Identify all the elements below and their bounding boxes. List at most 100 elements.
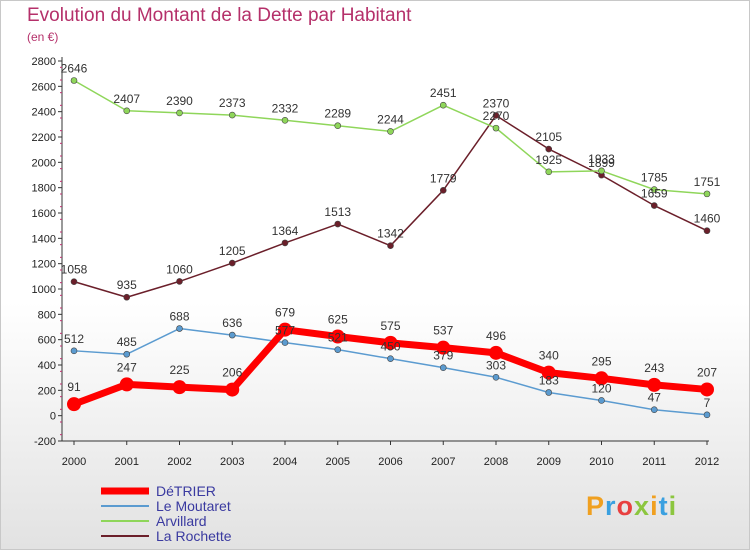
y-tick-label: 2000 — [32, 157, 56, 169]
data-point-detrier — [647, 377, 662, 392]
y-tick-label: 600 — [38, 335, 56, 347]
data-point-la-rochette — [70, 278, 78, 285]
y-tick-label: 200 — [38, 385, 56, 397]
data-point-detrier — [383, 335, 398, 350]
data-label-le-moutaret: 183 — [539, 373, 559, 387]
data-label-la-rochette: 1060 — [166, 262, 193, 276]
data-point-detrier — [436, 340, 451, 355]
y-tick-label: 1000 — [32, 284, 56, 296]
x-tick-label: 2003 — [220, 456, 244, 468]
data-label-arvillard: 2289 — [324, 107, 351, 121]
data-point-detrier — [67, 397, 81, 412]
data-label-arvillard: 2646 — [61, 62, 88, 76]
data-label-arvillard: 1751 — [694, 175, 721, 189]
axes: -200 0 200 400 600 800 1000 1200 1400 1600 1800 200… — [32, 56, 720, 468]
data-label-la-rochette: 2370 — [483, 96, 510, 110]
data-label-la-rochette: 1779 — [430, 171, 457, 185]
data-label-la-rochette: 1342 — [377, 227, 404, 241]
data-point-la-rochette — [703, 227, 711, 235]
data-point-le-moutaret — [598, 397, 605, 404]
data-point-la-rochette — [650, 202, 658, 209]
data-label-arvillard: 2270 — [483, 109, 510, 123]
data-label-le-moutaret: 450 — [380, 340, 400, 354]
data-point-la-rochette — [387, 242, 394, 249]
legend-label: DéTRIER — [156, 483, 216, 499]
x-tick-label: 2000 — [62, 456, 86, 468]
data-label-detrier: 625 — [328, 313, 348, 327]
data-point-arvillard — [650, 186, 658, 193]
x-tick-label: 2011 — [642, 456, 666, 468]
data-label-le-moutaret: 521 — [328, 331, 348, 345]
data-point-le-moutaret — [492, 373, 500, 381]
data-label-le-moutaret: 688 — [169, 310, 189, 324]
x-tick-label: 2002 — [167, 456, 191, 468]
logo-letter: i — [650, 491, 659, 521]
data-label-la-rochette: 1513 — [324, 205, 351, 219]
data-label-detrier: 206 — [222, 366, 242, 380]
data-point-la-rochette — [545, 145, 553, 153]
data-point-arvillard — [387, 128, 394, 135]
logo-letter: P — [586, 491, 606, 521]
data-label-detrier: 295 — [591, 354, 611, 368]
data-label-arvillard: 2373 — [219, 96, 246, 110]
logo-letter: o — [616, 491, 635, 521]
data-point-arvillard — [176, 109, 183, 117]
data-label-arvillard: 1933 — [588, 152, 615, 166]
data-label-le-moutaret: 636 — [222, 316, 242, 330]
y-tick-label: 2200 — [32, 132, 56, 144]
proxiti-logo: Proxiti — [586, 491, 677, 522]
chart-title: Evolution du Montant de la Dette par Hab… — [27, 5, 412, 26]
data-point-la-rochette — [176, 278, 183, 285]
data-point-detrier — [700, 382, 714, 397]
data-label-detrier: 575 — [380, 319, 400, 333]
data-label-la-rochette: 935 — [117, 278, 137, 292]
data-point-arvillard — [70, 77, 78, 84]
series-layer — [67, 77, 714, 419]
y-tick-label: 2800 — [32, 56, 56, 68]
data-label-la-rochette: 1460 — [694, 212, 721, 226]
data-point-la-rochette — [228, 259, 236, 267]
y-tick-label: 2400 — [32, 107, 56, 119]
data-point-le-moutaret — [334, 346, 342, 353]
data-point-le-moutaret — [176, 325, 183, 332]
data-label-le-moutaret: 512 — [64, 332, 84, 346]
data-point-detrier — [119, 377, 134, 392]
data-point-le-moutaret — [650, 406, 658, 414]
y-tick-label: 2600 — [32, 81, 56, 93]
data-label-detrier: 537 — [433, 324, 453, 338]
data-point-detrier — [541, 365, 556, 380]
data-point-detrier — [172, 380, 187, 395]
legend-label: Arvillard — [156, 513, 207, 529]
y-tick-label: 1400 — [32, 233, 56, 245]
y-tick-label: 800 — [38, 309, 56, 321]
y-tick-label: 1600 — [32, 208, 56, 220]
data-label-detrier: 243 — [644, 361, 664, 375]
data-point-detrier — [489, 345, 503, 360]
data-point-arvillard — [123, 107, 131, 115]
data-label-arvillard: 2332 — [272, 101, 299, 115]
data-point-arvillard — [703, 190, 711, 198]
data-label-la-rochette: 1899 — [588, 156, 615, 170]
x-tick-label: 2006 — [378, 456, 402, 468]
data-label-detrier: 91 — [67, 380, 81, 394]
data-label-la-rochette: 2105 — [535, 130, 562, 144]
data-label-arvillard: 2451 — [430, 86, 457, 100]
data-point-arvillard — [334, 122, 342, 130]
data-label-la-rochette: 1205 — [219, 244, 246, 258]
data-label-le-moutaret: 577 — [275, 324, 295, 338]
legend-label: Le Moutaret — [156, 498, 231, 514]
data-labels: 1058 935 1060 1205 1364 1513 1342 1779 2370 2105 1… — [61, 62, 721, 410]
x-tick-label: 2008 — [484, 456, 508, 468]
y-tick-label: 400 — [38, 360, 56, 372]
data-point-la-rochette — [334, 220, 342, 228]
data-point-la-rochette — [492, 112, 500, 119]
data-point-detrier — [330, 329, 345, 344]
data-label-la-rochette: 1364 — [272, 224, 299, 238]
y-tick-label: 0 — [50, 411, 56, 423]
data-point-le-moutaret — [70, 347, 78, 355]
logo-letter: i — [668, 491, 678, 521]
data-point-arvillard — [439, 101, 447, 109]
data-label-la-rochette: 1659 — [641, 187, 668, 201]
